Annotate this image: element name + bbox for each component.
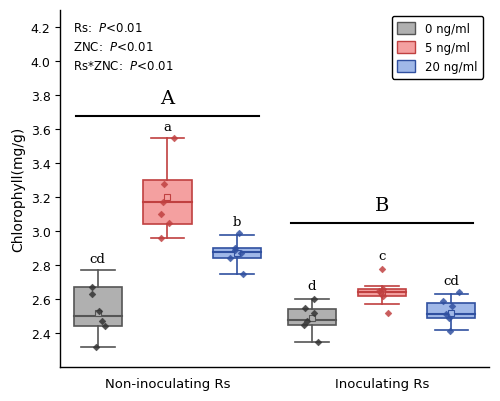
Text: cd: cd — [90, 253, 106, 265]
FancyBboxPatch shape — [288, 310, 336, 325]
Y-axis label: Chlorophyll(mg/g): Chlorophyll(mg/g) — [11, 127, 25, 252]
FancyBboxPatch shape — [144, 181, 192, 225]
Text: B: B — [374, 196, 389, 215]
Text: Rs:  $P$<0.01
ZNC:  $P$<0.01
Rs*ZNC:  $P$<0.01: Rs: $P$<0.01 ZNC: $P$<0.01 Rs*ZNC: $P$<0… — [73, 22, 174, 73]
FancyBboxPatch shape — [213, 249, 261, 259]
Text: d: d — [308, 279, 316, 293]
Text: b: b — [233, 215, 241, 228]
Text: a: a — [164, 120, 172, 133]
FancyBboxPatch shape — [358, 289, 406, 296]
Text: cd: cd — [444, 275, 460, 288]
Legend: 0 ng/ml, 5 ng/ml, 20 ng/ml: 0 ng/ml, 5 ng/ml, 20 ng/ml — [392, 17, 483, 79]
Text: A: A — [160, 90, 174, 108]
Text: c: c — [378, 249, 386, 262]
FancyBboxPatch shape — [74, 288, 122, 326]
FancyBboxPatch shape — [428, 303, 476, 318]
